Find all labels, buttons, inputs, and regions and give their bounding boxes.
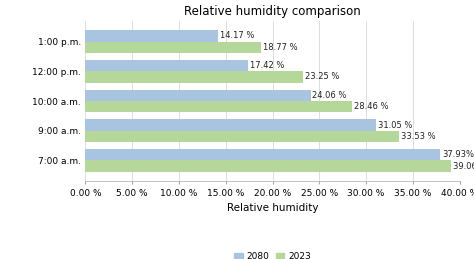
Text: 17.42 %: 17.42 % xyxy=(250,61,285,70)
Text: 37.93%: 37.93% xyxy=(442,150,474,159)
Text: 24.06 %: 24.06 % xyxy=(312,91,347,100)
Text: 33.53 %: 33.53 % xyxy=(401,132,436,141)
Text: 31.05 %: 31.05 % xyxy=(378,121,412,130)
Bar xyxy=(85,90,310,101)
Text: 14.17 %: 14.17 % xyxy=(220,31,254,40)
Bar xyxy=(85,71,303,83)
Text: 18.77 %: 18.77 % xyxy=(263,43,298,52)
Bar xyxy=(85,149,440,161)
Bar xyxy=(85,101,352,112)
Legend: 2080, 2023: 2080, 2023 xyxy=(231,249,314,259)
Text: 23.25 %: 23.25 % xyxy=(305,73,339,81)
Bar xyxy=(85,119,376,131)
Bar xyxy=(85,131,399,142)
Bar xyxy=(85,41,261,53)
Bar xyxy=(85,60,248,71)
Bar xyxy=(85,30,218,41)
Bar xyxy=(85,161,451,172)
Text: 39.06 %: 39.06 % xyxy=(453,162,474,171)
X-axis label: Relative humidity: Relative humidity xyxy=(227,204,319,213)
Title: Relative humidity comparison: Relative humidity comparison xyxy=(184,5,361,18)
Text: 28.46 %: 28.46 % xyxy=(354,102,388,111)
